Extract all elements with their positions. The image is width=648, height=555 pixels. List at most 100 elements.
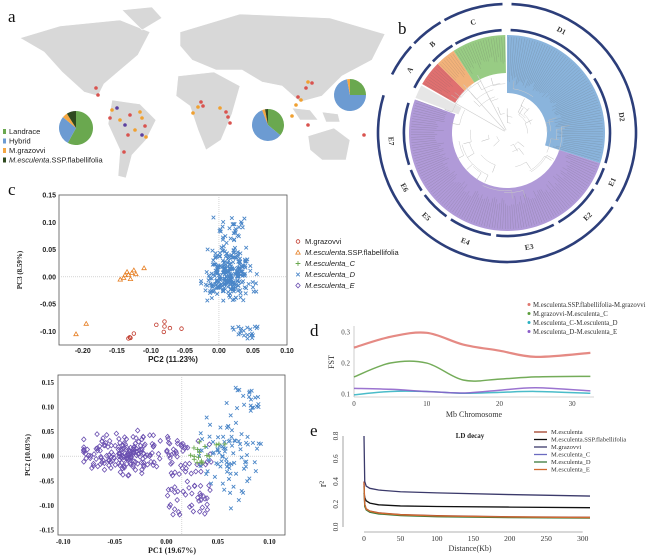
data-point-M.esculenta_D	[238, 447, 243, 452]
tree-branch	[412, 145, 441, 151]
data-point-M.esculenta_E	[81, 449, 87, 456]
tree-branch	[486, 198, 494, 227]
sample-site-marker	[144, 135, 148, 139]
tree-branch	[555, 117, 602, 126]
data-point-M.esculenta_D	[238, 291, 243, 296]
data-point-M.esculenta_E	[135, 451, 141, 458]
data-point-M.esculenta_D	[222, 449, 228, 454]
data-point-M.esculenta_D	[254, 272, 259, 277]
data-point-M.esculenta_E	[91, 451, 97, 458]
legend-label: M.esculenta.SSP.flabellifolia	[305, 248, 399, 257]
data-point-M.esculenta_E	[94, 445, 101, 452]
x-axis-label: Distance(Kb)	[448, 544, 491, 553]
data-point-M.esculenta_D	[210, 248, 215, 253]
sample-site-marker	[304, 86, 308, 90]
x-axis-label: PC2 (11.23%)	[148, 355, 198, 364]
subclade-label-D1: D1	[555, 24, 568, 36]
ld-decay-line	[363, 481, 591, 518]
data-point-M.grazovvi	[167, 325, 173, 331]
legend-marker	[527, 321, 531, 324]
data-point-M.esculenta_E	[172, 469, 178, 476]
data-point-M.esculenta_D	[219, 245, 224, 250]
data-point-M.esculenta_E	[186, 460, 193, 467]
data-point-M.esculenta_D	[241, 393, 246, 398]
data-point-M.esculenta_E	[113, 430, 120, 437]
data-point-M.esculenta_D	[214, 277, 220, 283]
tree-branch	[535, 52, 560, 90]
tree-branch	[560, 172, 585, 191]
tree-branch	[490, 77, 494, 86]
data-point-M.esculenta_E	[139, 466, 145, 473]
pie-slice-africa	[265, 109, 268, 125]
tree-branch	[507, 37, 509, 81]
tree-branch	[498, 37, 502, 62]
continent-shape	[291, 107, 319, 121]
data-point-M.esculenta_E	[199, 504, 206, 511]
subclade-label-E6: E6	[399, 181, 411, 193]
data-point-M.esculenta_E	[155, 450, 162, 457]
data-point-M.esculenta_E	[131, 458, 137, 465]
data-point-M.esculenta_E	[165, 439, 172, 446]
tree-branch	[430, 74, 448, 88]
x-tick-label: 30	[569, 400, 577, 408]
tree-branch	[411, 136, 435, 138]
tree-branch	[519, 195, 527, 228]
data-point-M.esculenta_D	[217, 450, 222, 455]
tree-branch	[550, 78, 587, 104]
y-tick-label: -0.05	[39, 477, 54, 485]
tree-branch	[467, 45, 477, 64]
data-point-M.esculenta_D	[241, 333, 247, 338]
data-point-M.esculenta_E	[115, 450, 122, 457]
tree-branch	[511, 37, 515, 76]
legend-text: M.esculenta_D	[305, 270, 356, 279]
data-point-M.esculenta_E	[119, 459, 125, 466]
data-point-M.esculenta_E	[176, 471, 182, 478]
outer-ring-segment	[413, 21, 442, 45]
tree-branch	[523, 113, 532, 125]
data-point-M.esculenta_E	[166, 503, 172, 510]
data-point-M.esculenta_D	[221, 264, 226, 269]
tree-branch	[435, 68, 452, 83]
map-legend-label: Landrace	[9, 127, 40, 136]
tree-branch	[451, 100, 459, 113]
sample-site-marker	[143, 124, 147, 128]
tree-branch	[513, 88, 534, 97]
tree-branch	[566, 172, 588, 187]
tree-branch	[539, 58, 569, 94]
data-point-M.esculenta_D	[235, 388, 240, 393]
tree-branch	[544, 155, 552, 161]
data-point-M.esculenta_E	[98, 453, 104, 460]
data-point-M.esculenta_E	[81, 447, 87, 454]
data-point-M.esculenta_C	[191, 453, 197, 459]
data-point-M.esculenta_E	[139, 436, 145, 443]
data-point-M.esculenta_E	[184, 478, 191, 485]
phylogenetic-tree-panel: A B C D1 D2 E1 E2 E3 E4 E5 E6 E7	[376, 2, 638, 264]
data-point-M.esculenta_D	[235, 265, 240, 270]
tree-branch	[411, 129, 444, 131]
tree-branch	[548, 117, 557, 121]
data-point-M.esculenta_D	[207, 422, 213, 427]
legend-label: M.esculenta_E	[551, 467, 590, 474]
data-point-M.grazovvi	[154, 322, 159, 328]
data-point-M.esculenta_E	[101, 460, 108, 467]
data-point-M.esculenta_D	[212, 474, 218, 479]
data-point-M.esculenta_E	[83, 455, 89, 462]
tree-branch	[534, 197, 545, 222]
data-point-M.esculenta_E	[90, 460, 97, 467]
data-point-M.esculenta_C	[196, 454, 201, 460]
tree-branch	[527, 44, 546, 86]
y-tick-label: 0.10	[42, 220, 56, 227]
legend-text: .SSP.flabellifolia	[49, 156, 103, 165]
data-point-M.esculenta_E	[144, 461, 151, 468]
data-point-M.esculenta_D	[220, 224, 225, 229]
data-point-M.esculenta_D	[228, 413, 233, 418]
tree-branch	[515, 38, 525, 86]
x-tick-label: -0.05	[177, 348, 193, 355]
data-point-M.esculenta_E	[148, 458, 154, 465]
tree-branch	[441, 182, 462, 204]
tree-branch	[538, 57, 566, 92]
legend-text: Hybrid	[9, 137, 31, 146]
data-point-M.esculenta_D	[226, 476, 232, 482]
continent-shape	[107, 99, 157, 179]
tree-branch	[555, 120, 603, 127]
